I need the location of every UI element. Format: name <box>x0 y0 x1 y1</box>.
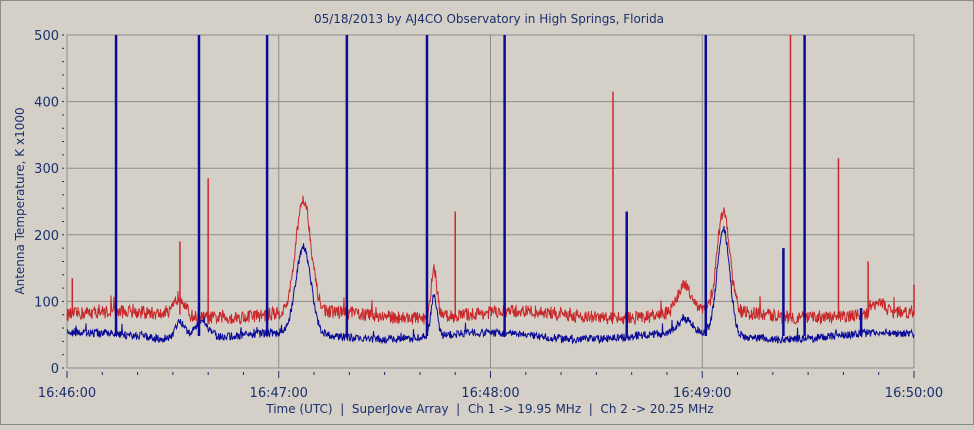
y-tick-label: 400 <box>34 96 59 111</box>
x-tick-label: 16:46:00 <box>38 386 96 401</box>
x-axis-label: Time (UTC) | SuperJove Array | Ch 1 -> 1… <box>265 402 713 416</box>
x-tick-label: 16:47:00 <box>250 386 308 401</box>
x-tick-label: 16:49:00 <box>673 386 731 401</box>
y-tick-label: 200 <box>34 229 59 244</box>
series-line <box>66 226 915 345</box>
y-tick-label: 100 <box>34 295 59 310</box>
x-tick-label: 16:48:00 <box>461 386 519 401</box>
y-tick-label: 300 <box>34 162 59 177</box>
y-tick-label: 500 <box>34 29 59 44</box>
x-tick-label: 16:50:00 <box>885 386 943 401</box>
axes: 0 100 200 300 400 500 16:46:00 16:47:00 16:48:00… <box>34 29 943 401</box>
y-axis-label: Antenna Temperature, K x1000 <box>13 107 27 294</box>
series-group <box>66 35 915 345</box>
series-line <box>66 195 915 326</box>
chart-title: 05/18/2013 by AJ4CO Observatory in High … <box>314 12 664 26</box>
y-tick-label: 0 <box>51 362 59 377</box>
